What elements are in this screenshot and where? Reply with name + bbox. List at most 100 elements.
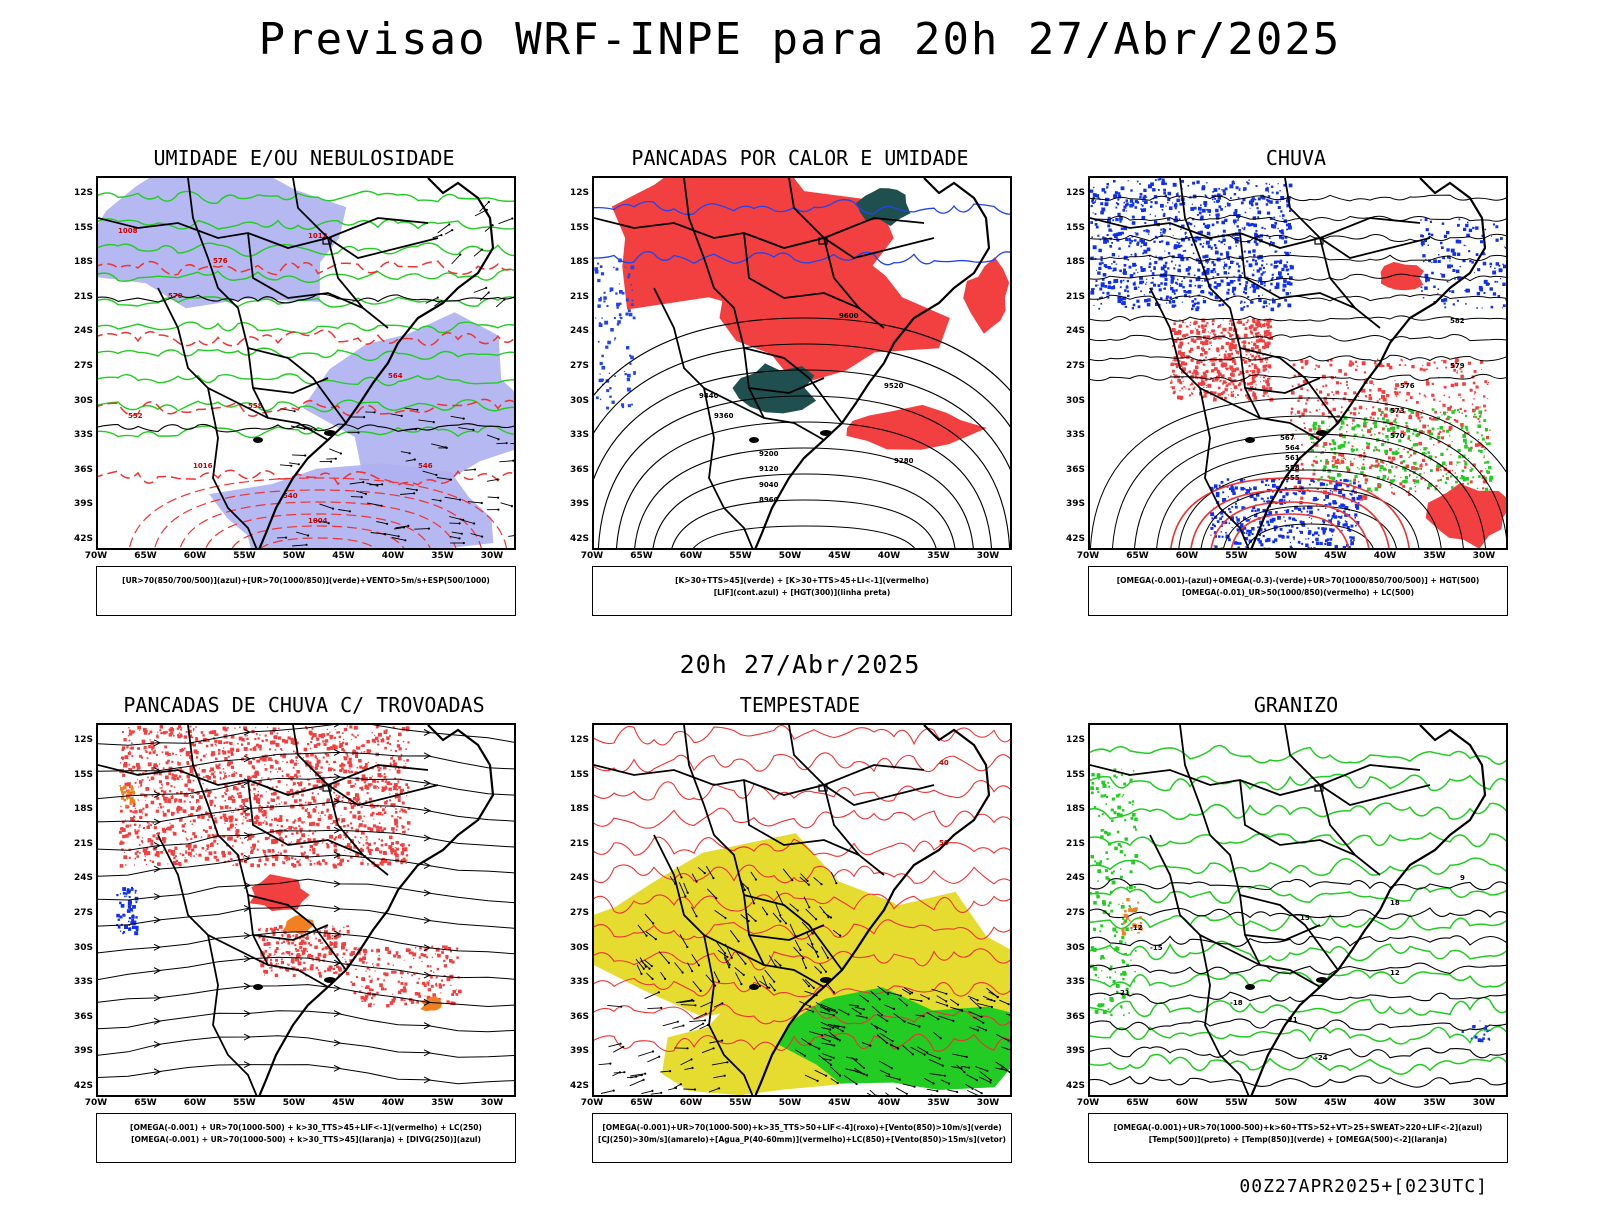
contour-label: -24	[1315, 1054, 1328, 1062]
legend-line: [OMEGA(-0.001)+UR>70(1000-500)+k>35_TTS>…	[597, 1122, 1007, 1134]
lat-tick-label: 36S	[1055, 465, 1085, 475]
lon-tick-label: 50W	[775, 551, 805, 561]
legend-line: [OMEGA(-0.01)_UR>50(1000/850)(vermelho) …	[1093, 587, 1503, 599]
lat-tick-label: 27S	[559, 908, 589, 918]
lat-tick-label: 15S	[559, 770, 589, 780]
lon-tick-label: 35W	[924, 1098, 954, 1108]
height-500-contour	[1090, 335, 1508, 342]
panel-legend: [OMEGA(-0.001)+UR>70(1000-500)+k>60+TTS>…	[1088, 1113, 1508, 1163]
lat-tick-label: 18S	[63, 257, 93, 267]
lon-tick-label: 45W	[825, 551, 855, 561]
lat-tick-label: 36S	[1055, 1012, 1085, 1022]
temp-500-contour	[1090, 907, 1508, 918]
lat-tick-label: 12S	[1055, 735, 1085, 745]
lon-tick-label: 45W	[329, 551, 359, 561]
lon-tick-label: 45W	[1321, 551, 1351, 561]
contour-label: 570	[168, 292, 183, 300]
height-300-contour	[652, 474, 956, 550]
contour-label: -18	[1230, 999, 1243, 1007]
lon-tick-label: 60W	[676, 551, 706, 561]
instability-red-area	[963, 257, 1009, 334]
lon-tick-label: 30W	[477, 551, 507, 561]
contour-label: 1004	[308, 517, 328, 525]
lat-tick-label: 33S	[559, 977, 589, 987]
lat-tick-label: 42S	[1055, 534, 1085, 544]
lat-tick-label: 24S	[63, 873, 93, 883]
lon-tick-label: 55W	[230, 1098, 260, 1108]
panel-title: PANCADAS DE CHUVA C/ TROVOADAS	[64, 693, 544, 717]
lat-tick-label: 12S	[559, 735, 589, 745]
lon-tick-label: 40W	[1370, 1098, 1400, 1108]
contour-label: 9040	[759, 481, 779, 489]
contour-label: 12	[1390, 969, 1400, 977]
hail-blue-area	[1462, 1020, 1491, 1042]
lon-tick-label: 55W	[726, 551, 756, 561]
panel-title: PANCADAS POR CALOR E UMIDADE	[560, 146, 1040, 170]
lat-tick-label: 39S	[1055, 499, 1085, 509]
lat-tick-label: 36S	[63, 1012, 93, 1022]
map-borders	[98, 725, 493, 1097]
contour-label: 576	[1400, 382, 1415, 390]
contour-label: 579	[1450, 362, 1465, 370]
lat-tick-label: 36S	[559, 1012, 589, 1022]
lat-tick-label: 42S	[63, 534, 93, 544]
lon-tick-label: 35W	[428, 1098, 458, 1108]
lon-tick-label: 30W	[1469, 551, 1499, 561]
contour-label: 1008	[118, 227, 138, 235]
lon-tick-label: 50W	[1271, 1098, 1301, 1108]
lat-tick-label: 30S	[1055, 943, 1085, 953]
lat-tick-label: 21S	[559, 292, 589, 302]
lat-tick-label: 24S	[559, 326, 589, 336]
contour-label: -15	[1150, 944, 1163, 952]
legend-line: [OMEGA(-0.001)+UR>70(1000-500)+k>60+TTS>…	[1093, 1122, 1503, 1134]
lat-tick-label: 30S	[63, 943, 93, 953]
lat-tick-label: 39S	[63, 499, 93, 509]
lat-tick-label: 21S	[559, 839, 589, 849]
contour-label: 21	[1120, 989, 1130, 997]
precipitable-water-contour	[594, 726, 1012, 746]
lon-tick-label: 70W	[1073, 551, 1103, 561]
contour-label: 567	[1280, 434, 1295, 442]
streamline	[98, 1034, 516, 1057]
lat-tick-label: 18S	[1055, 257, 1085, 267]
lat-tick-label: 21S	[1055, 839, 1085, 849]
lat-tick-label: 12S	[559, 188, 589, 198]
lon-tick-label: 60W	[676, 1098, 706, 1108]
lat-tick-label: 27S	[1055, 361, 1085, 371]
lat-tick-label: 30S	[559, 396, 589, 406]
contour-label: 582	[1450, 317, 1465, 325]
lat-tick-label: 33S	[1055, 430, 1085, 440]
wind-vectors	[426, 201, 514, 307]
panel-title: CHUVA	[1056, 146, 1536, 170]
height-500-contour	[1090, 194, 1508, 201]
lat-tick-label: 24S	[63, 326, 93, 336]
height-500-contour	[1090, 255, 1508, 261]
lon-tick-label: 40W	[378, 1098, 408, 1108]
contour-label: 564	[1285, 444, 1300, 452]
lon-tick-label: 70W	[1073, 1098, 1103, 1108]
contour-label: 1016	[193, 462, 213, 470]
temp-850-contour	[1090, 746, 1508, 764]
lon-tick-label: 45W	[329, 1098, 359, 1108]
lat-tick-label: 42S	[559, 534, 589, 544]
lat-tick-label: 33S	[1055, 977, 1085, 987]
lat-tick-label: 15S	[559, 223, 589, 233]
contour-label: 573	[1390, 407, 1405, 415]
contour-label: 570	[1390, 432, 1405, 440]
lat-tick-label: 42S	[63, 1081, 93, 1091]
lon-tick-label: 30W	[477, 1098, 507, 1108]
contour-label: 9520	[884, 382, 904, 390]
lon-tick-label: 30W	[973, 551, 1003, 561]
precipitable-water-contour	[594, 753, 1012, 772]
lon-tick-label: 65W	[627, 551, 657, 561]
lat-tick-label: 24S	[1055, 873, 1085, 883]
lat-tick-label: 24S	[559, 873, 589, 883]
lat-tick-label: 15S	[63, 770, 93, 780]
lat-tick-label: 36S	[559, 465, 589, 475]
